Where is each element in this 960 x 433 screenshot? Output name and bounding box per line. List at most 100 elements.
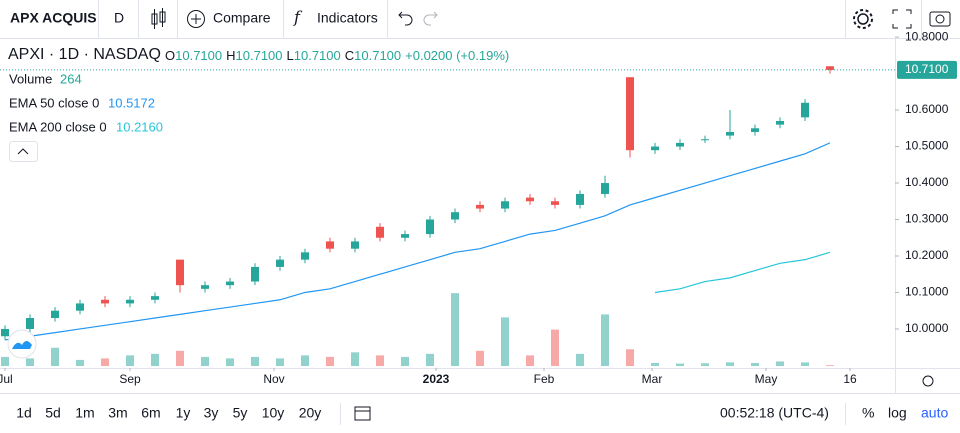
volume-bar bbox=[751, 362, 759, 366]
volume-bar bbox=[51, 347, 59, 366]
log-toggle[interactable]: log bbox=[888, 405, 907, 421]
candle-body bbox=[726, 131, 734, 136]
percent-toggle[interactable]: % bbox=[862, 405, 874, 421]
chart-type-icon[interactable] bbox=[151, 8, 166, 29]
last-price-label: 10.7100 bbox=[905, 62, 949, 76]
price-tick-label: 10.2000 bbox=[905, 248, 949, 262]
legend: APXI · 1D · NASDAQ O10.7100 H10.7100 L10.7… bbox=[8, 46, 509, 162]
range-button[interactable]: 3m bbox=[108, 405, 127, 421]
volume-bar bbox=[801, 362, 809, 366]
range-button[interactable]: 1d bbox=[16, 405, 32, 421]
candle-body bbox=[451, 212, 459, 220]
undo-icon[interactable] bbox=[398, 11, 413, 26]
ema50-value: 10.5172 bbox=[108, 95, 155, 110]
candle-body bbox=[751, 128, 759, 132]
volume-bar bbox=[176, 350, 184, 366]
range-button[interactable]: 6m bbox=[141, 405, 160, 421]
ema200-label: EMA 200 close 0 bbox=[9, 119, 107, 134]
volume-bar bbox=[276, 358, 284, 366]
volume-value: 264 bbox=[60, 71, 82, 86]
ema200-line bbox=[654, 251, 831, 294]
volume-bar bbox=[351, 352, 359, 366]
candle-body bbox=[326, 241, 334, 249]
candle-body bbox=[376, 226, 384, 238]
volume-bar bbox=[551, 329, 559, 366]
compare-icon[interactable] bbox=[187, 10, 205, 28]
candle-body bbox=[626, 77, 634, 151]
volume-bar bbox=[576, 353, 584, 366]
range-button[interactable]: 5d bbox=[45, 405, 61, 421]
volume-bar bbox=[76, 359, 84, 366]
logo bbox=[7, 329, 37, 359]
volume-bar bbox=[476, 350, 484, 366]
candle-body bbox=[126, 299, 134, 304]
settings-icon[interactable] bbox=[857, 13, 869, 25]
interval[interactable]: D bbox=[114, 10, 124, 26]
snapshot-icon[interactable] bbox=[929, 11, 951, 27]
range-button[interactable]: 20y bbox=[299, 405, 322, 421]
price-tick-label: 10.3000 bbox=[905, 212, 949, 226]
candle-body bbox=[501, 201, 509, 209]
range-button[interactable]: 10y bbox=[262, 405, 285, 421]
bottom-bar: 00:52:18 (UTC-4) % log auto 1d 5d 1m 3m 6m 1y… bbox=[16, 403, 948, 425]
volume-bar bbox=[526, 355, 534, 366]
candle-body bbox=[251, 266, 259, 282]
volume-bar bbox=[326, 356, 334, 366]
price-tick-label: 10.4000 bbox=[905, 175, 949, 189]
ema200-value: 10.2160 bbox=[116, 119, 163, 134]
candle-body bbox=[301, 252, 309, 260]
indicators-icon[interactable]: f bbox=[293, 8, 303, 27]
collapse-icon bbox=[17, 148, 29, 155]
candle-body bbox=[826, 66, 834, 70]
range-button[interactable]: 1m bbox=[75, 405, 94, 421]
candle-body bbox=[351, 241, 359, 249]
price-tick-label: 10.0000 bbox=[905, 321, 949, 335]
candle-body bbox=[151, 296, 159, 300]
volume-bar bbox=[126, 355, 134, 366]
price-tick-label: 10.5000 bbox=[905, 139, 949, 153]
candle-body bbox=[201, 285, 209, 289]
volume-bar bbox=[151, 353, 159, 366]
range-button[interactable]: 1y bbox=[176, 405, 191, 421]
volume-bar bbox=[101, 358, 109, 366]
candle-body bbox=[776, 120, 784, 125]
clock: 00:52:18 (UTC-4) bbox=[720, 405, 829, 421]
candle-body bbox=[551, 201, 559, 205]
candle-body bbox=[601, 183, 609, 194]
volume-bar bbox=[676, 363, 684, 366]
price-tick-label: 10.1000 bbox=[905, 285, 949, 299]
time-tick-label: Feb bbox=[534, 372, 555, 386]
indicators-button[interactable]: Indicators bbox=[317, 10, 378, 26]
candle-body bbox=[701, 139, 709, 141]
range-button[interactable]: 5y bbox=[233, 405, 248, 421]
symbol[interactable]: APX ACQUIS bbox=[10, 10, 97, 26]
redo-icon[interactable] bbox=[423, 11, 438, 26]
compare-button[interactable]: Compare bbox=[213, 10, 271, 26]
auto-toggle[interactable]: auto bbox=[921, 405, 948, 421]
candle-body bbox=[51, 310, 59, 319]
goto-date-icon[interactable] bbox=[354, 406, 371, 421]
ema50-line bbox=[4, 142, 831, 341]
volume-bar bbox=[451, 293, 459, 366]
collapse-button[interactable] bbox=[9, 141, 38, 162]
fullscreen-icon[interactable] bbox=[892, 9, 912, 29]
candle-body bbox=[401, 234, 409, 238]
candle-body bbox=[426, 219, 434, 235]
time-tick-label: Mar bbox=[642, 372, 663, 386]
toolbar: APX ACQUIS D Compare f Indicators bbox=[0, 0, 960, 39]
volume-bar bbox=[201, 356, 209, 366]
volume-bar bbox=[651, 362, 659, 366]
time-tick-label: May bbox=[755, 372, 778, 386]
candle-body bbox=[1, 328, 9, 337]
range-button[interactable]: 3y bbox=[204, 405, 219, 421]
candle-body bbox=[101, 299, 109, 304]
volume-bar bbox=[501, 317, 509, 366]
volume-bar bbox=[826, 365, 834, 366]
symbol-title: APXI · 1D · NASDAQ bbox=[8, 46, 161, 63]
volume-bar bbox=[701, 363, 709, 366]
volume-bar bbox=[1, 356, 9, 366]
axis-settings-icon[interactable] bbox=[922, 375, 934, 387]
volume-bar bbox=[601, 314, 609, 366]
plot bbox=[0, 66, 895, 366]
